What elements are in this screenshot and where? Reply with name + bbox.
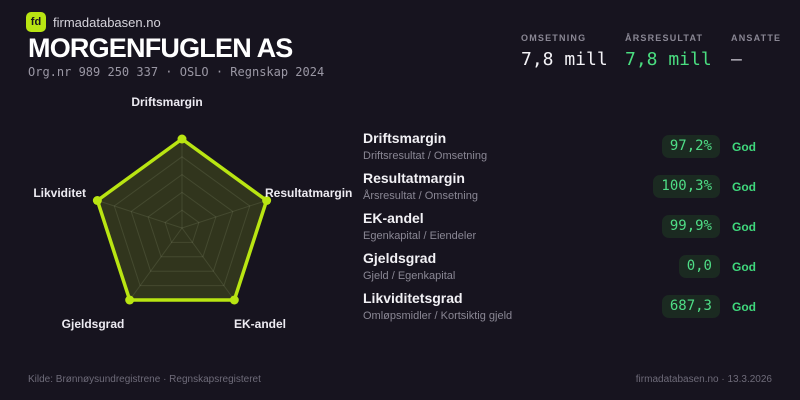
metric-row: Driftsmargin Driftsresultat / Omsetning 97… <box>363 130 758 162</box>
company-name: MORGENFUGLEN AS <box>28 33 293 63</box>
metric-value-group: 0,0 God <box>678 255 758 278</box>
org-number-line: Org.nr 989 250 337 · OSLO · Regnskap 202… <box>28 65 325 79</box>
metric-value-group: 100,3% God <box>653 175 758 198</box>
radar-chart: Driftsmargin Resultatmargin EK-andel Gjelds… <box>30 88 353 348</box>
metric-text: Driftsmargin Driftsresultat / Omsetning <box>363 130 488 162</box>
footer-source: Kilde: Brønnøysundregistrene · Regnskaps… <box>28 374 261 385</box>
stat-value: 7,8 mill <box>625 49 712 70</box>
metric-value-badge: 100,3% <box>653 175 720 198</box>
stat-årsresultat: ÅRSRESULTAT 7,8 mill <box>625 33 712 70</box>
radar-grid-ring <box>164 209 200 243</box>
metric-row: Likviditetsgrad Omløpsmidler / Kortsiktig… <box>363 290 758 322</box>
stat-ansatte: ANSATTE – <box>731 33 781 70</box>
radar-chart-svg <box>92 134 272 305</box>
radar-axis-label-likviditet: Likviditet <box>33 186 86 200</box>
radar-axis-label-ek-andel: EK-andel <box>233 317 287 331</box>
stat-label: OMSETNING <box>521 33 587 43</box>
metric-rating: God <box>732 179 756 194</box>
metric-text: Gjeldsgrad Gjeld / Egenkapital <box>363 250 456 282</box>
radar-data-point <box>229 295 239 305</box>
metric-value-badge: 687,3 <box>661 295 720 318</box>
metric-text: Resultatmargin Årsresultat / Omsetning <box>363 170 478 202</box>
metric-row: Gjeldsgrad Gjeld / Egenkapital 0,0 God <box>363 250 758 282</box>
metric-name: EK-andel <box>363 210 424 227</box>
radar-spoke <box>181 227 235 301</box>
radar-spoke <box>181 200 267 229</box>
metric-rating: God <box>732 259 756 274</box>
radar-grid-ring <box>147 191 217 258</box>
metric-value-badge: 0,0 <box>678 255 720 278</box>
metric-rating: God <box>732 219 756 234</box>
metric-rating: God <box>732 299 756 314</box>
radar-data-point <box>125 295 135 305</box>
radar-data-polygon <box>95 137 269 302</box>
stat-label: ÅRSRESULTAT <box>625 33 704 43</box>
metric-value-group: 97,2% God <box>661 135 758 158</box>
metric-formula: Driftsresultat / Omsetning <box>363 149 488 162</box>
metric-row: Resultatmargin Årsresultat / Omsetning 100… <box>363 170 758 202</box>
radar-data-point <box>262 195 272 205</box>
metrics-list: Driftsmargin Driftsresultat / Omsetning 97… <box>363 130 758 331</box>
radar-spoke <box>97 200 183 229</box>
metric-name: Gjeldsgrad <box>363 250 437 267</box>
site-name: firmadatabasen.no <box>53 15 161 30</box>
footer-attribution: firmadatabasen.no · 13.3.2026 <box>635 374 772 385</box>
metric-name: Driftsmargin <box>363 130 447 147</box>
metric-value-badge: 97,2% <box>661 135 720 158</box>
radar-spoke <box>129 227 183 301</box>
metric-rating: God <box>732 139 756 154</box>
metric-text: EK-andel Egenkapital / Eiendeler <box>363 210 477 242</box>
metric-text: Likviditetsgrad Omløpsmidler / Kortsiktig… <box>363 290 513 322</box>
metric-name: Resultatmargin <box>363 170 465 187</box>
radar-data-point <box>92 195 102 205</box>
brand-logo-icon: fd <box>26 12 46 32</box>
stat-label: ANSATTE <box>731 33 782 43</box>
metric-row: EK-andel Egenkapital / Eiendeler 99,9% God <box>363 210 758 242</box>
stat-value: – <box>731 49 742 70</box>
radar-grid-ring <box>113 156 251 287</box>
metric-value-group: 687,3 God <box>661 295 758 318</box>
radar-axis-label-resultatmargin: Resultatmargin <box>265 186 353 200</box>
radar-axis-label-driftsmargin: Driftsmargin <box>131 95 203 109</box>
metric-name: Likviditetsgrad <box>363 290 463 307</box>
metric-formula: Gjeld / Egenkapital <box>363 269 456 282</box>
metric-formula: Egenkapital / Eiendeler <box>363 229 477 242</box>
radar-grid-ring <box>130 173 234 272</box>
metric-value-group: 99,9% God <box>661 215 758 238</box>
metric-formula: Omløpsmidler / Kortsiktig gjeld <box>363 309 513 322</box>
stat-value: 7,8 mill <box>521 49 608 70</box>
radar-data-point <box>177 134 187 144</box>
stat-omsetning: OMSETNING 7,8 mill <box>521 33 608 70</box>
radar-axis-label-gjeldsgrad: Gjeldsgrad <box>61 317 125 331</box>
metric-value-badge: 99,9% <box>661 215 720 238</box>
metric-formula: Årsresultat / Omsetning <box>363 189 478 202</box>
